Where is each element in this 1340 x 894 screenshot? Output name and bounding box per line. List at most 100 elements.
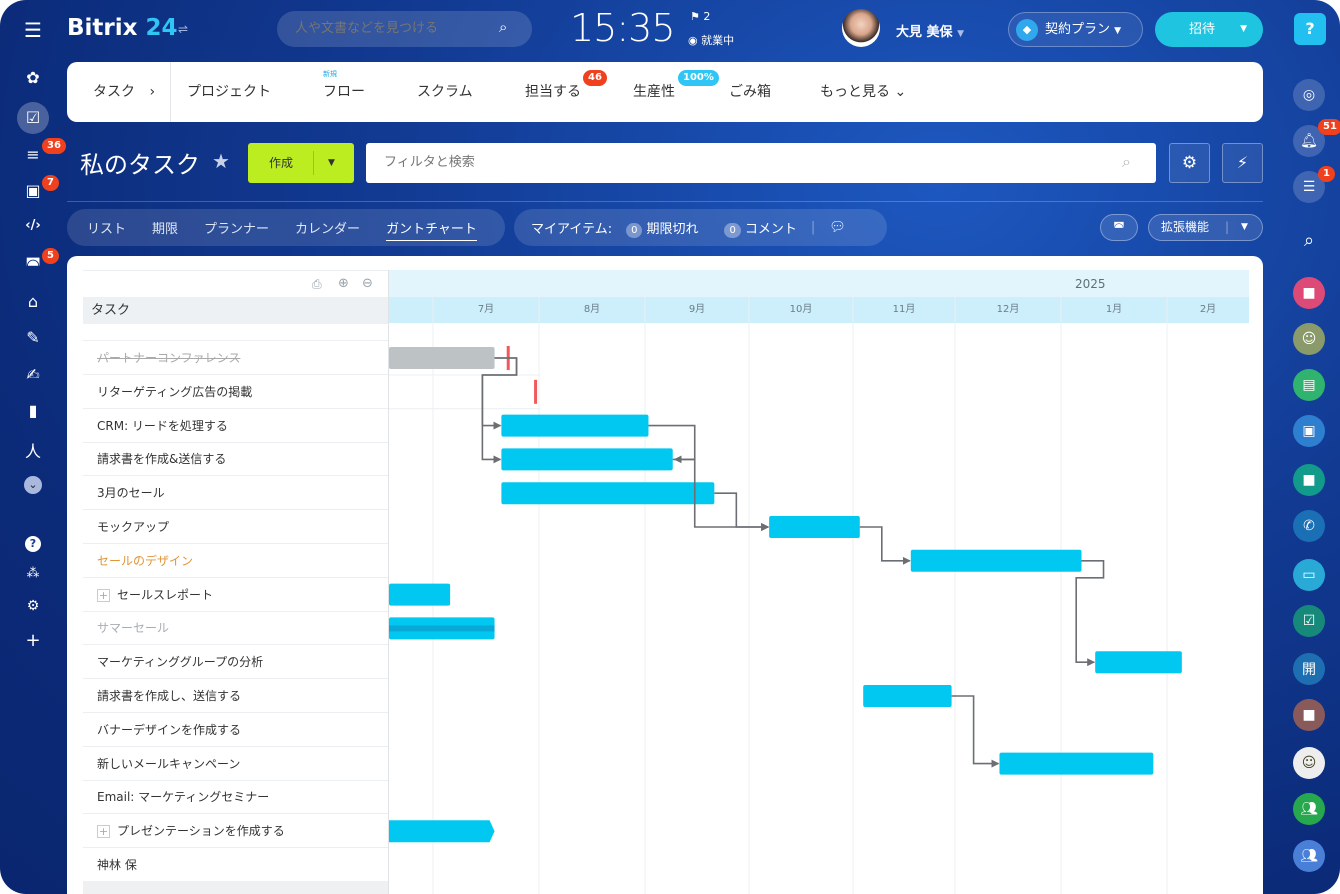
read-all-comments-icon[interactable]: 💬︎: [829, 220, 846, 235]
deadline-marker[interactable]: [534, 379, 538, 404]
task-row[interactable]: バナーデザインを作成する: [83, 713, 388, 747]
task-row[interactable]: リターゲティング広告の掲載: [83, 375, 388, 409]
task-name[interactable]: 請求書を作成し、送信する: [97, 689, 242, 703]
task-name[interactable]: Email: マーケティングセミナー: [97, 790, 270, 805]
gear-icon[interactable]: ⚙: [26, 598, 40, 614]
dependency-link[interactable]: [951, 695, 1000, 768]
task-row[interactable]: サマーセール: [83, 611, 388, 646]
task-row[interactable]: 新しいメールキャンペーン: [83, 747, 388, 781]
comments-filter[interactable]: 0 コメント: [724, 218, 797, 238]
expand-plus-icon[interactable]: +: [97, 588, 110, 602]
task-bar[interactable]: [999, 752, 1154, 775]
task-name[interactable]: 新しいメールキャンペーン: [97, 756, 241, 771]
task-row[interactable]: 3月のセール: [83, 476, 388, 511]
task-check-icon[interactable]: ☑: [1293, 605, 1325, 637]
task-row[interactable]: 請求書を作成&送信する: [83, 442, 388, 477]
work-status[interactable]: ◉ 就業中: [688, 32, 734, 48]
invite-button[interactable]: 招待 ▼: [1155, 12, 1263, 47]
task-name[interactable]: サマーセール: [97, 621, 170, 636]
tab-deadline[interactable]: 期限: [152, 222, 179, 237]
task-bar[interactable]: [501, 448, 673, 471]
task-name[interactable]: プレゼンテーションを作成する: [117, 824, 285, 839]
nav-productivity[interactable]: 生産性: [633, 84, 675, 100]
task-name[interactable]: セールスレポート: [117, 587, 214, 602]
video-call-icon[interactable]: ■: [1293, 464, 1325, 496]
task-name[interactable]: マーケティンググループの分析: [97, 655, 264, 670]
sitemap-icon[interactable]: ⁂: [26, 566, 40, 581]
zoom-in-icon[interactable]: ⊕: [338, 276, 349, 291]
video-call-icon[interactable]: ■: [1293, 277, 1325, 309]
nav-flows[interactable]: フロー: [323, 62, 365, 122]
messages-icon[interactable]: ▭: [1293, 559, 1325, 591]
contact-card-icon[interactable]: ▣: [1293, 415, 1325, 447]
task-row[interactable]: + セールスレポート: [83, 578, 388, 612]
settings-gear-button[interactable]: ⚙: [1169, 143, 1210, 183]
robot-button[interactable]: ◚: [1100, 214, 1138, 241]
task-name[interactable]: 請求書を作成&送信する: [97, 452, 227, 467]
sidebar-item-feed-icon[interactable]: ✿: [26, 68, 40, 87]
group-icon[interactable]: 👥︎: [1293, 793, 1325, 825]
help-icon[interactable]: ?: [25, 536, 41, 552]
expand-plus-icon[interactable]: +: [97, 825, 110, 839]
task-bar[interactable]: [501, 482, 715, 505]
task-bar[interactable]: [863, 685, 952, 707]
sidebar-item-developer-icon[interactable]: ‹/›: [25, 218, 41, 233]
task-bar[interactable]: [389, 820, 495, 843]
contact-avatar[interactable]: ☺: [1293, 323, 1325, 355]
settings-sliders-icon[interactable]: ⇌: [178, 22, 189, 36]
sidebar-item-filter-icon[interactable]: ≡: [26, 145, 40, 164]
zoom-out-icon[interactable]: ⊖: [362, 276, 373, 291]
search-icon[interactable]: ⌕: [1122, 152, 1131, 171]
task-bar[interactable]: [501, 414, 649, 437]
sidebar-item-signature-icon[interactable]: ✍: [26, 365, 40, 384]
dependency-link[interactable]: [1075, 560, 1105, 667]
phone-icon[interactable]: ✆: [1293, 510, 1325, 542]
task-name[interactable]: パートナーコンファレンス: [97, 351, 241, 365]
tab-list[interactable]: リスト: [87, 222, 127, 237]
nav-projects[interactable]: プロジェクト: [187, 84, 271, 100]
tab-gantt[interactable]: ガントチャート: [386, 218, 477, 241]
task-name[interactable]: CRM: リードを処理する: [97, 418, 228, 433]
news-icon[interactable]: ▤: [1293, 369, 1325, 401]
sidebar-item-contacts-icon[interactable]: ▣: [25, 181, 41, 200]
task-name[interactable]: 神林 保: [97, 858, 137, 872]
task-name[interactable]: バナーデザインを作成する: [97, 722, 242, 737]
filter-search[interactable]: ⌕: [366, 143, 1156, 183]
sidebar-item-document-icon[interactable]: ✎: [26, 328, 40, 347]
flag-counter[interactable]: ⚑ 2: [690, 10, 710, 23]
extensions-button[interactable]: 拡張機能 | ▼: [1148, 214, 1263, 241]
nav-scrum[interactable]: スクラム: [417, 84, 473, 100]
filter-search-input[interactable]: [384, 154, 1084, 169]
task-bar[interactable]: [1095, 651, 1182, 674]
sidebar-item-bot-icon[interactable]: ◚: [25, 255, 41, 274]
contact-avatar[interactable]: ☺: [1293, 747, 1325, 779]
group-icon[interactable]: 👥︎: [1293, 840, 1325, 872]
open-channel-icon[interactable]: 開: [1293, 653, 1325, 685]
sidebar-item-people-icon[interactable]: 人: [24, 442, 41, 461]
task-name[interactable]: リターゲティング広告の掲載: [97, 384, 253, 399]
nav-trash[interactable]: ごみ箱: [729, 84, 771, 100]
task-row[interactable]: 請求書を作成し、送信する: [83, 679, 388, 713]
task-bar[interactable]: [389, 583, 451, 606]
search-icon[interactable]: ⌕: [1303, 229, 1315, 251]
task-row[interactable]: CRM: リードを処理する: [83, 409, 388, 443]
task-row[interactable]: + プレゼンテーションを作成する: [83, 814, 388, 849]
global-search[interactable]: ⌕: [277, 11, 532, 47]
automation-button[interactable]: ⚡︎: [1222, 143, 1263, 183]
task-name[interactable]: モックアップ: [97, 520, 170, 534]
task-column-header[interactable]: タスク: [83, 297, 388, 324]
user-menu[interactable]: 大見 美保 ▼: [896, 21, 964, 40]
dependency-link[interactable]: [481, 357, 518, 464]
plan-button[interactable]: ◆ 契約プラン ▼: [1008, 12, 1143, 47]
global-search-input[interactable]: [295, 20, 495, 35]
tab-calendar[interactable]: カレンダー: [295, 222, 361, 237]
copilot-icon[interactable]: ◎: [1293, 79, 1325, 111]
task-name[interactable]: 3月のセール: [97, 486, 165, 501]
nav-tasks[interactable]: タスク ›: [93, 62, 155, 122]
tab-planner[interactable]: プランナー: [204, 222, 270, 237]
task-row[interactable]: モックアップ: [83, 510, 388, 544]
dependency-link[interactable]: [714, 492, 770, 531]
task-row[interactable]: Email: マーケティングセミナー: [83, 780, 388, 815]
star-icon[interactable]: ★: [212, 149, 230, 173]
task-bar[interactable]: [769, 516, 860, 538]
